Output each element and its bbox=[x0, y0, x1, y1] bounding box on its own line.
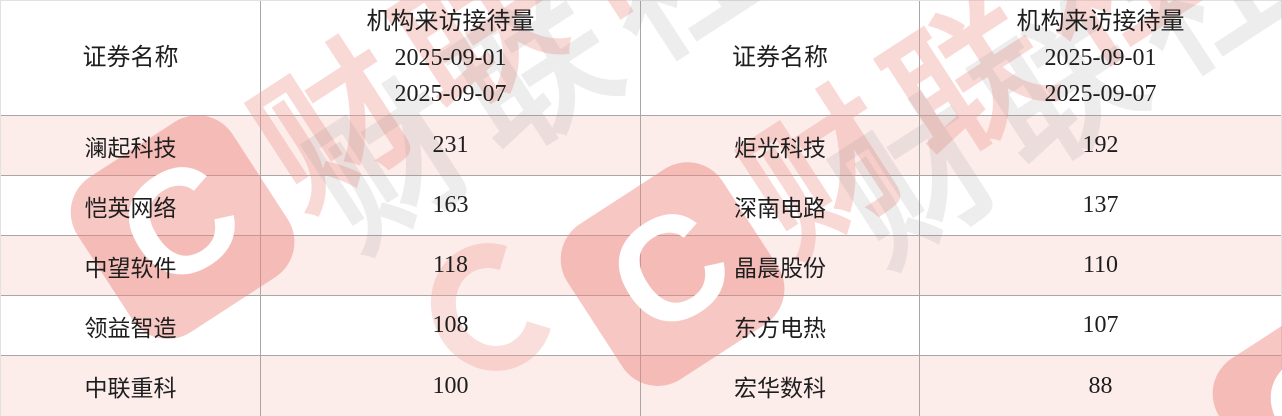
reception-count: 231 bbox=[260, 116, 640, 175]
reception-count: 163 bbox=[260, 176, 640, 235]
header-name-left: 证券名称 bbox=[82, 45, 179, 71]
security-name: 炬光科技 bbox=[640, 116, 919, 175]
reception-count: 107 bbox=[919, 296, 1281, 355]
security-name: 领益智造 bbox=[84, 315, 177, 341]
header-metric-right: 机构来访接待量 2025-09-01 2025-09-07 bbox=[919, 1, 1281, 115]
reception-count: 88 bbox=[919, 356, 1281, 416]
security-name: 深南电路 bbox=[640, 176, 919, 235]
reception-count: 100 bbox=[260, 356, 640, 416]
table-row: 领益智造 108 东方电热 107 bbox=[1, 295, 1281, 355]
security-name: 中联重科 bbox=[84, 376, 177, 401]
reception-count: 137 bbox=[919, 176, 1281, 235]
reception-count: 192 bbox=[919, 116, 1281, 175]
table-row: 澜起科技 231 炬光科技 192 bbox=[1, 115, 1281, 175]
security-name: 恺英网络 bbox=[84, 195, 177, 221]
security-name: 东方电热 bbox=[640, 296, 919, 355]
security-name: 澜起科技 bbox=[84, 135, 177, 161]
table-row: 中联重科 100 宏华数科 88 bbox=[1, 355, 1281, 416]
header-metric-left: 机构来访接待量 2025-09-01 2025-09-07 bbox=[260, 1, 640, 115]
reception-count: 110 bbox=[919, 236, 1281, 295]
header-name-right: 证券名称 bbox=[640, 1, 919, 115]
reception-count: 118 bbox=[260, 236, 640, 295]
table-header-row: 证券名称 机构来访接待量 2025-09-01 2025-09-07 证券名称 … bbox=[1, 1, 1281, 115]
security-name: 中望软件 bbox=[84, 255, 177, 281]
security-name: 晶晨股份 bbox=[640, 236, 919, 295]
security-name: 宏华数科 bbox=[640, 356, 919, 416]
table-row: 恺英网络 163 深南电路 137 bbox=[1, 175, 1281, 235]
reception-count: 108 bbox=[260, 296, 640, 355]
table-row: 中望软件 118 晶晨股份 110 bbox=[1, 235, 1281, 295]
